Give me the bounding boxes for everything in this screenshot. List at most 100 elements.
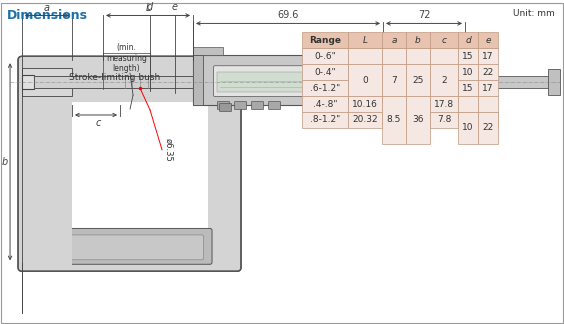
Text: .6-1.2": .6-1.2" — [310, 84, 340, 93]
Bar — [458, 112, 478, 128]
Text: e: e — [485, 36, 491, 45]
Text: b: b — [2, 157, 8, 167]
Text: Dimensions: Dimensions — [7, 9, 88, 22]
Text: 12.8: 12.8 — [434, 84, 454, 93]
Bar — [458, 48, 478, 64]
Text: L: L — [363, 36, 368, 45]
Bar — [406, 80, 430, 96]
Text: d: d — [147, 3, 153, 13]
Text: Unit: mm: Unit: mm — [513, 9, 555, 18]
FancyBboxPatch shape — [43, 228, 212, 264]
FancyBboxPatch shape — [453, 58, 471, 102]
Text: 7: 7 — [391, 76, 397, 85]
Bar — [406, 64, 430, 80]
Bar — [348, 96, 382, 112]
Bar — [406, 64, 430, 96]
Text: 10: 10 — [462, 123, 474, 133]
FancyBboxPatch shape — [67, 102, 208, 237]
Bar — [478, 32, 498, 48]
Bar — [430, 48, 458, 64]
Polygon shape — [375, 53, 383, 103]
Bar — [348, 48, 382, 64]
Bar — [22, 62, 237, 100]
Bar — [193, 55, 203, 105]
FancyBboxPatch shape — [268, 101, 280, 110]
FancyBboxPatch shape — [219, 104, 232, 111]
Bar — [478, 96, 498, 112]
Bar — [302, 64, 348, 80]
Bar — [382, 64, 406, 96]
Bar — [348, 64, 382, 96]
Bar — [430, 64, 458, 96]
Text: 36: 36 — [412, 115, 424, 124]
Bar — [348, 80, 382, 96]
Bar — [340, 57, 385, 103]
Text: c: c — [442, 36, 447, 45]
FancyBboxPatch shape — [51, 235, 204, 260]
Bar — [406, 96, 430, 144]
Bar — [406, 32, 430, 48]
Bar — [382, 112, 406, 128]
Bar — [548, 69, 560, 95]
Bar — [478, 112, 498, 128]
Text: 7.8: 7.8 — [437, 115, 451, 124]
Bar — [478, 112, 498, 144]
Bar — [22, 68, 72, 96]
Text: .8-1.2": .8-1.2" — [310, 115, 340, 124]
Text: 8.5: 8.5 — [387, 115, 401, 124]
Text: 15: 15 — [462, 52, 474, 61]
FancyBboxPatch shape — [235, 101, 246, 110]
Bar — [382, 64, 406, 80]
Text: 20.32: 20.32 — [352, 115, 378, 124]
Bar — [458, 32, 478, 48]
Bar — [458, 96, 478, 112]
Text: b: b — [415, 36, 421, 45]
Text: 2: 2 — [441, 76, 447, 85]
Bar — [430, 80, 458, 96]
Bar — [382, 32, 406, 48]
Bar — [302, 48, 348, 64]
Text: 10.16: 10.16 — [352, 99, 378, 109]
Text: 0-.6": 0-.6" — [314, 52, 336, 61]
Bar — [382, 96, 406, 144]
Bar — [302, 112, 348, 128]
Bar — [383, 53, 438, 107]
Bar — [302, 80, 348, 96]
Text: 17: 17 — [482, 52, 494, 61]
Text: 22: 22 — [482, 68, 494, 77]
Bar — [302, 32, 348, 48]
Text: 22: 22 — [482, 123, 494, 133]
Bar — [406, 112, 430, 128]
Text: L: L — [146, 4, 151, 14]
Bar — [406, 48, 430, 64]
Bar — [430, 96, 458, 112]
Circle shape — [444, 74, 456, 86]
Text: d: d — [465, 36, 471, 45]
Text: 72: 72 — [418, 10, 430, 20]
Text: ø25: ø25 — [476, 72, 485, 88]
Bar — [430, 64, 458, 80]
Text: 25: 25 — [412, 76, 424, 85]
Text: (min.
measuring
length): (min. measuring length) — [106, 43, 147, 73]
Bar — [34, 76, 204, 88]
Text: Range: Range — [309, 36, 341, 45]
Bar — [382, 96, 406, 112]
Bar — [458, 112, 478, 144]
Bar — [478, 48, 498, 64]
Bar — [217, 72, 308, 92]
Bar — [430, 32, 458, 48]
Bar — [430, 112, 458, 128]
Text: c: c — [95, 118, 101, 128]
FancyBboxPatch shape — [18, 56, 241, 271]
Bar — [458, 64, 478, 80]
Text: 0-.4": 0-.4" — [314, 68, 336, 77]
Bar — [382, 48, 406, 64]
Bar — [348, 112, 382, 128]
Bar — [458, 80, 478, 96]
Bar — [193, 55, 341, 105]
Text: 0: 0 — [362, 76, 368, 85]
Text: 17: 17 — [482, 84, 494, 93]
Text: a: a — [391, 36, 396, 45]
Text: ø6.35: ø6.35 — [164, 138, 173, 162]
Bar — [462, 76, 552, 88]
